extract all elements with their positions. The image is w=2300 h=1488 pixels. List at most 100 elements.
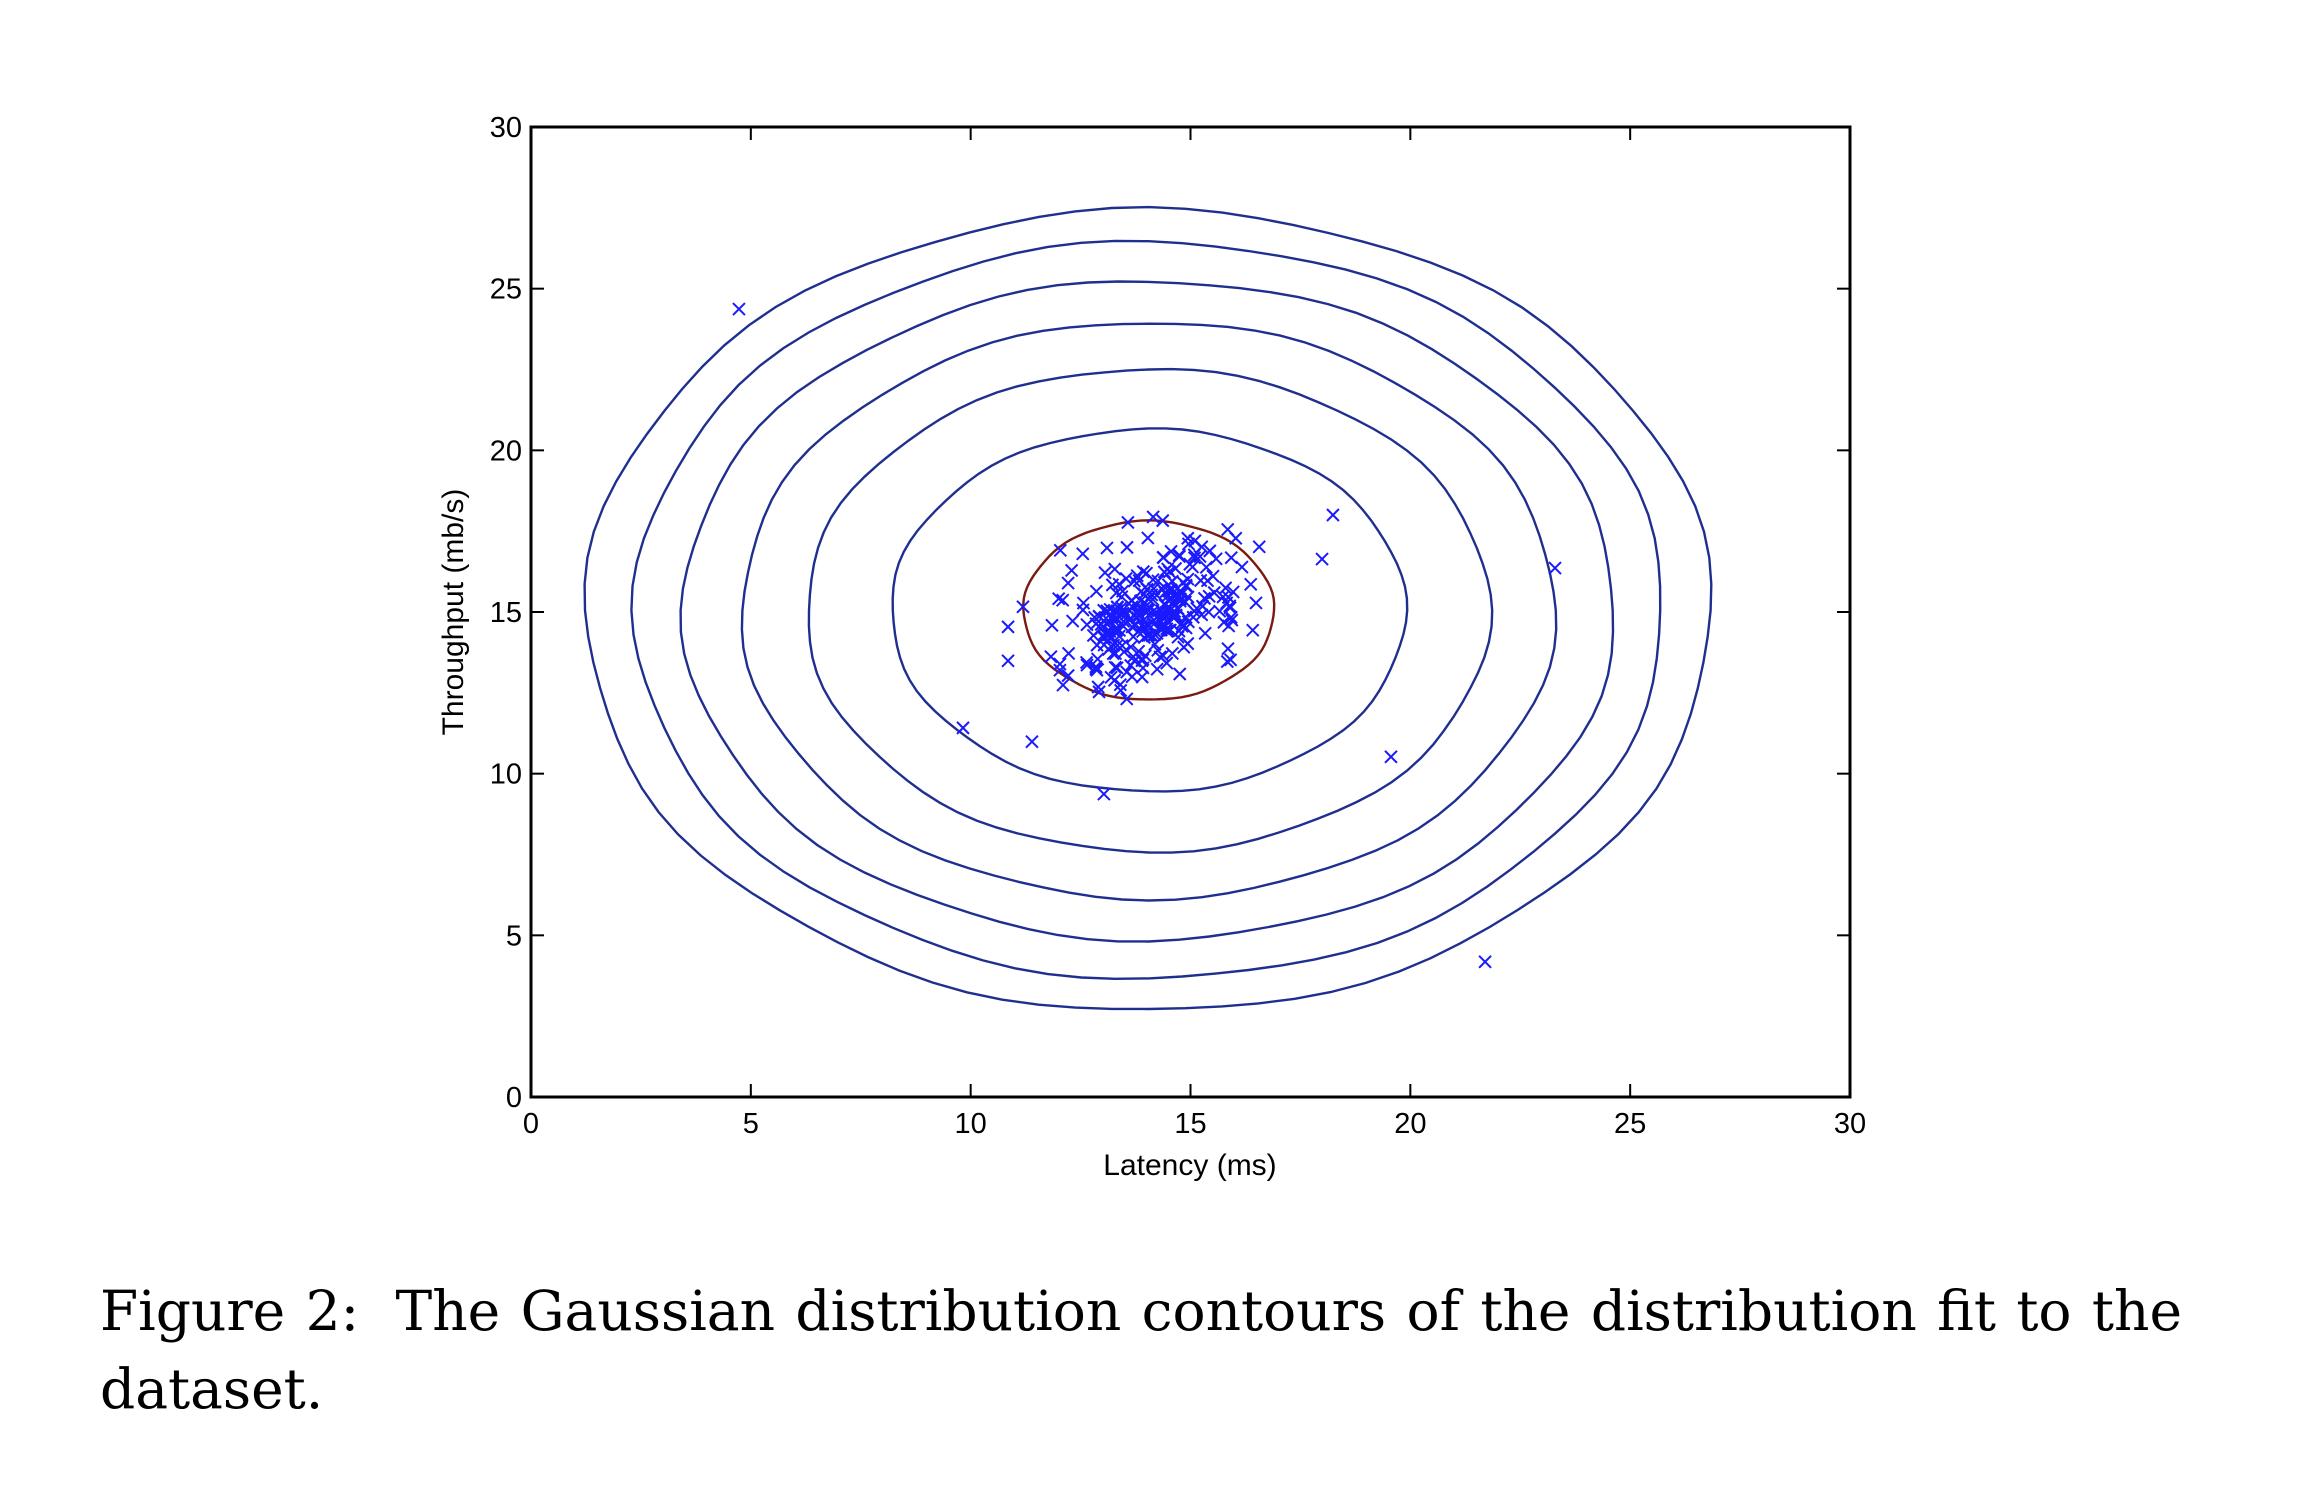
y-tick-label: 30 xyxy=(490,112,522,144)
data-point-marker xyxy=(1181,615,1196,629)
data-point-marker xyxy=(1089,584,1104,598)
data-point-marker xyxy=(1097,787,1111,801)
y-tick-label: 20 xyxy=(490,435,522,467)
data-point-marker xyxy=(1142,628,1157,642)
data-point-marker xyxy=(1110,661,1124,675)
y-tick-label: 5 xyxy=(506,920,522,952)
data-point-marker xyxy=(1478,955,1492,969)
data-point-marker xyxy=(1064,563,1079,578)
data-point-marker xyxy=(1188,534,1202,548)
data-point-marker xyxy=(1202,589,1216,604)
data-point-marker xyxy=(1092,609,1106,624)
data-point-marker xyxy=(1132,573,1146,588)
data-point-marker xyxy=(1162,565,1177,579)
data-point-marker xyxy=(1051,591,1066,606)
data-point-marker xyxy=(1220,654,1234,669)
data-point-marker xyxy=(1044,649,1058,664)
y-tick-label: 10 xyxy=(490,759,522,791)
data-point-marker xyxy=(1156,513,1170,528)
data-point-marker xyxy=(1055,593,1070,607)
x-axis-label: Latency (ms) xyxy=(1103,1149,1276,1182)
data-point-marker xyxy=(1164,544,1178,559)
data-point-marker xyxy=(1098,565,1112,580)
data-point-marker xyxy=(1200,573,1215,588)
data-point-marker xyxy=(1181,636,1195,651)
data-point-marker xyxy=(1124,593,1139,608)
x-tick-labels: 0 5 10 15 20 25 30 xyxy=(523,1108,1866,1140)
data-point-marker xyxy=(1115,590,1129,604)
data-point-marker xyxy=(1056,678,1070,692)
data-point-marker xyxy=(1212,604,1227,618)
data-point-marker xyxy=(1161,578,1176,592)
data-point-marker xyxy=(1090,663,1104,677)
data-point-marker xyxy=(1252,540,1266,554)
axis-ticks xyxy=(530,126,1851,1098)
contour-line xyxy=(679,280,1615,943)
contour-line xyxy=(630,239,1662,981)
data-point-marker xyxy=(1136,661,1150,675)
caption-text: The Gaussian distribution contours of th… xyxy=(100,1279,2182,1421)
data-point-marker xyxy=(1183,557,1197,571)
x-tick-label: 15 xyxy=(1174,1108,1206,1140)
data-point-marker xyxy=(1223,653,1238,667)
data-point-marker xyxy=(1136,564,1151,579)
data-point-marker xyxy=(1061,668,1075,683)
data-point-marker xyxy=(1160,656,1174,670)
data-point-marker xyxy=(956,721,970,735)
x-tick-label: 25 xyxy=(1614,1108,1646,1140)
x-tick-label: 0 xyxy=(523,1108,539,1140)
data-point-marker xyxy=(1101,642,1116,657)
data-point-marker xyxy=(1203,544,1217,558)
data-point-marker xyxy=(1224,550,1238,565)
figure: 0 5 10 15 20 25 30 0 5 10 15 20 25 30 Latency (ms) T… xyxy=(437,112,1866,1182)
x-tick-label: 20 xyxy=(1394,1108,1426,1140)
data-point-marker xyxy=(1113,683,1128,698)
data-point-marker xyxy=(1141,531,1155,545)
y-axis-label: Throughput (mb/s) xyxy=(437,489,470,736)
data-point-marker xyxy=(1165,646,1180,661)
data-point-marker xyxy=(1079,655,1094,670)
data-point-marker xyxy=(1548,561,1562,575)
data-point-marker xyxy=(1235,560,1249,574)
data-point-marker xyxy=(1195,599,1210,613)
data-point-marker xyxy=(1198,626,1212,641)
contour-line xyxy=(740,322,1558,902)
scatter-plot: 0 5 10 15 20 25 30 0 5 10 15 20 25 30 Latency (ms) T… xyxy=(437,112,1866,1182)
data-point-marker xyxy=(1076,547,1090,561)
caption-label: Figure 2: xyxy=(100,1279,360,1343)
data-point-marker xyxy=(1187,551,1202,565)
data-point-marker xyxy=(1149,605,1163,619)
data-point-marker xyxy=(1146,510,1160,524)
data-point-marker xyxy=(1124,658,1138,673)
gaussian-contours xyxy=(583,205,1713,1011)
data-point-marker xyxy=(1053,663,1067,677)
y-tick-label: 15 xyxy=(490,597,522,629)
data-point-marker xyxy=(1246,623,1260,637)
figure-caption: Figure 2: The Gaussian distribution cont… xyxy=(100,1272,2182,1428)
data-point-marker xyxy=(1154,623,1168,637)
data-point-marker xyxy=(1225,613,1239,627)
data-point-marker xyxy=(1016,600,1030,614)
data-point-marker xyxy=(1108,562,1122,576)
data-point-marker xyxy=(1146,617,1161,631)
data-point-marker xyxy=(1172,548,1187,562)
data-point-marker xyxy=(1157,565,1172,579)
data-point-marker xyxy=(1094,622,1108,636)
data-point-marker xyxy=(1094,617,1108,632)
data-point-marker xyxy=(1065,614,1080,628)
contour-line xyxy=(891,427,1409,793)
data-point-marker xyxy=(1221,641,1235,656)
data-point-marker xyxy=(1061,646,1076,661)
data-point-marker xyxy=(1091,680,1105,694)
data-point-marker xyxy=(1113,678,1128,692)
data-point-marker xyxy=(1120,540,1134,555)
data-point-marker xyxy=(1173,667,1187,681)
data-point-marker xyxy=(1249,596,1263,610)
x-tick-label: 10 xyxy=(955,1108,987,1140)
data-point-marker xyxy=(1045,618,1059,633)
data-point-marker xyxy=(1126,650,1140,664)
data-point-marker xyxy=(1226,585,1240,599)
data-point-marker xyxy=(1089,660,1103,674)
data-point-marker xyxy=(1142,592,1156,606)
data-point-marker xyxy=(1001,654,1015,668)
